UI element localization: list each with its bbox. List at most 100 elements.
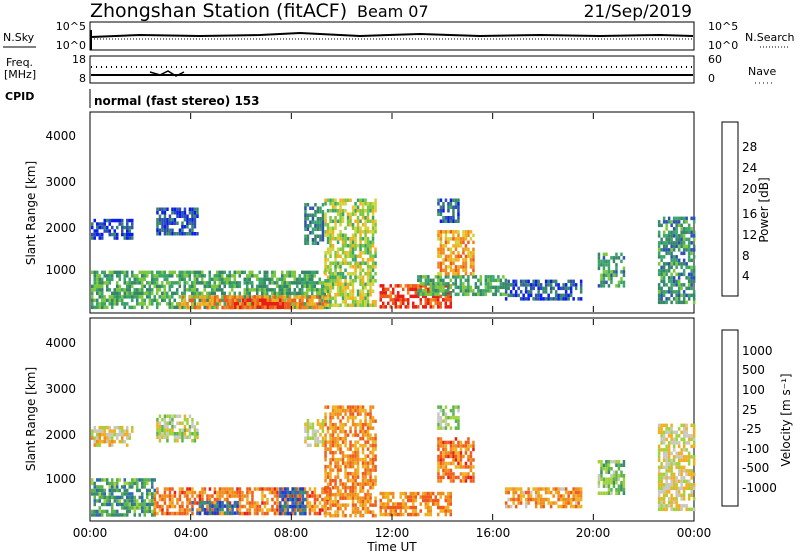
scatter-cell [293, 270, 296, 275]
scatter-cell [341, 503, 345, 507]
scatter-cell [218, 504, 222, 508]
scatter-cell [369, 450, 372, 455]
scatter-cell [263, 277, 266, 282]
scatter-cell [447, 275, 450, 279]
scatter-cell [206, 291, 209, 296]
scatter-cell [680, 476, 683, 480]
scatter-cell [662, 472, 666, 477]
scatter-cell [334, 422, 337, 427]
scatter-cell [439, 268, 443, 273]
scatter-cell [356, 275, 360, 279]
scatter-cell [319, 433, 322, 437]
scatter-cell [136, 506, 139, 510]
scatter-cell [103, 436, 106, 440]
scatter-cell [183, 418, 187, 422]
scatter-cell [201, 274, 204, 278]
scatter-cell [399, 305, 402, 309]
scatter-cell [351, 300, 355, 304]
scatter-cell [283, 274, 286, 278]
scatter-cell [349, 275, 352, 279]
scatter-cell [509, 293, 513, 298]
scatter-cell [477, 289, 480, 293]
scatter-cell [387, 505, 390, 510]
scatter-cell [402, 512, 405, 517]
scatter-cell [409, 505, 412, 510]
scatter-cell [464, 292, 468, 297]
scatter-cell [437, 301, 440, 306]
scatter-cell [454, 198, 458, 202]
scatter-cell [116, 485, 119, 489]
scatter-cell [577, 494, 580, 498]
scatter-cell [146, 281, 149, 285]
scatter-cell [186, 302, 189, 306]
scatter-cell [564, 293, 568, 298]
scatter-cell [366, 212, 370, 216]
scatter-cell [680, 423, 683, 428]
scatter-cell [193, 425, 197, 429]
scatter-cell [574, 504, 578, 509]
scatter-cell [324, 450, 327, 455]
scatter-cell [527, 283, 530, 287]
scatter-cell [138, 270, 141, 275]
scatter-cell [361, 457, 365, 462]
scatter-cell [156, 225, 159, 229]
scatter-cell [457, 212, 460, 216]
scatter-cell [178, 490, 182, 495]
scatter-cell [141, 270, 144, 275]
scatter-cell [198, 508, 202, 512]
scatter-cell [660, 476, 663, 480]
scatter-cell [414, 512, 417, 517]
scatter-cell [341, 450, 345, 455]
scatter-cell [394, 305, 397, 309]
scatter-cell [296, 487, 299, 491]
scatter-cell [662, 300, 666, 305]
scatter-cell [304, 238, 307, 242]
scatter-cell [457, 440, 460, 445]
scatter-cell [354, 482, 357, 486]
scatter-cell [293, 277, 296, 282]
scatter-cell [692, 237, 696, 242]
scatter-cell [143, 513, 146, 517]
scatter-cell [339, 492, 342, 497]
scatter-cell [675, 479, 678, 484]
scatter-cell [434, 498, 437, 503]
scatter-cell [361, 300, 365, 304]
scatter-cell [121, 502, 124, 507]
scatter-cell [186, 225, 189, 229]
scatter-cell [201, 500, 204, 505]
scatter-cell [364, 419, 367, 423]
scatter-cell [128, 492, 131, 496]
scatter-cell [321, 298, 324, 303]
scatter-cell [662, 486, 666, 491]
scatter-cell [449, 216, 453, 220]
scatter-cell [336, 464, 340, 469]
scatter-cell [339, 216, 342, 220]
scatter-cell [321, 440, 325, 444]
scatter-cell [141, 284, 144, 289]
scatter-cell [326, 233, 330, 237]
scatter-cell [437, 230, 440, 234]
scatter-cell [439, 247, 443, 252]
scatter-cell [339, 286, 342, 290]
scatter-cell [454, 437, 458, 441]
scatter-cell [675, 300, 678, 305]
scatter-cell [268, 288, 271, 292]
cpid-value: normal (fast stereo) 153 [94, 94, 260, 108]
scatter-cell [437, 265, 440, 269]
scatter-cell [680, 234, 683, 238]
scatter-cell [467, 285, 470, 290]
scatter-cell [261, 302, 264, 306]
scatter-cell [447, 202, 450, 206]
scatter-cell [156, 490, 159, 495]
scatter-cell [359, 436, 362, 441]
scatter-cell [605, 273, 608, 278]
scatter-cell [407, 298, 410, 302]
scatter-cell [371, 265, 375, 269]
scatter-cell [354, 475, 357, 479]
scatter-cell [158, 221, 162, 225]
scatter-cell [106, 502, 109, 507]
scatter-cell [442, 440, 445, 445]
scatter-cell [346, 286, 350, 290]
scatter-cell [324, 443, 327, 448]
scatter-cell [243, 511, 247, 516]
